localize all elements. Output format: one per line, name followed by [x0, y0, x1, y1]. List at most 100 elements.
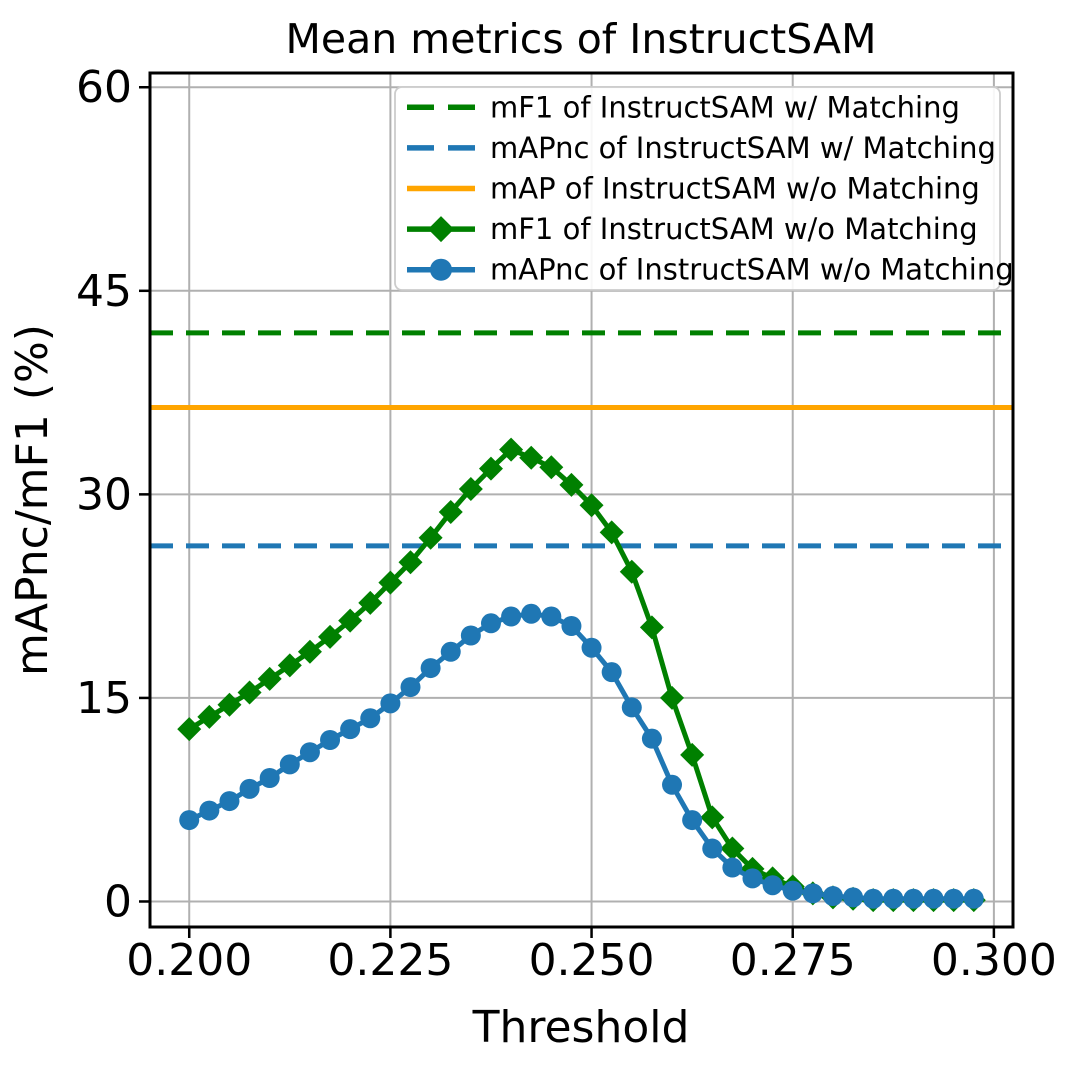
legend-circle-marker [430, 258, 452, 281]
diamond-marker [197, 704, 222, 729]
x-tick-label: 0.300 [931, 935, 1057, 986]
diamond-marker [277, 653, 302, 678]
diamond-marker [458, 476, 483, 501]
circle-marker [400, 677, 421, 698]
diamond-marker [700, 805, 725, 830]
circle-marker [239, 778, 260, 799]
series-line [187, 447, 974, 903]
diamond-marker [619, 559, 644, 584]
y-tick-label: 0 [104, 876, 132, 927]
circle-marker [320, 729, 341, 750]
diamond-marker [358, 590, 383, 615]
circle-marker [843, 887, 864, 908]
x-tick-label: 0.250 [529, 935, 655, 986]
y-axis-label: mAPnc/mF1 (%) [7, 324, 58, 676]
diamond-marker [257, 666, 282, 691]
circle-marker [501, 606, 522, 627]
diamond-marker [177, 717, 202, 742]
circle-marker [863, 888, 884, 909]
circle-marker [903, 888, 924, 909]
diamond-marker [378, 570, 403, 595]
legend-item-label: mAP of InstructSAM w/o Matching [490, 172, 980, 206]
circle-marker [279, 754, 300, 775]
circle-marker [561, 616, 582, 637]
legend-box [394, 86, 1001, 291]
diamond-marker [579, 493, 604, 518]
circle-marker [299, 742, 320, 763]
y-tick-label: 30 [76, 469, 132, 520]
circle-marker [340, 719, 361, 740]
circle-marker [762, 875, 783, 896]
circle-marker [420, 658, 441, 679]
diamond-marker [338, 608, 363, 633]
diamond-marker [418, 525, 443, 550]
circle-marker [199, 800, 220, 821]
diamond-marker [559, 472, 584, 497]
diamond-marker [499, 437, 524, 462]
diamond-marker [539, 455, 564, 480]
series-line [188, 611, 974, 902]
circle-marker [259, 767, 280, 788]
plot-area: 0.200 0.225 0.250 0.275 0.300 0 15 30 45 60 mF1 of… [76, 62, 1057, 986]
diamond-marker [237, 680, 262, 705]
plot-border [148, 71, 1015, 929]
circle-marker [742, 868, 763, 889]
circle-marker [923, 888, 944, 909]
circle-marker [782, 880, 803, 901]
diamond-marker [519, 445, 544, 470]
circle-marker [822, 886, 843, 907]
diamond-marker [398, 550, 423, 575]
diamond-marker [297, 639, 322, 664]
legend-item-label: mF1 of InstructSAM w/o Matching [490, 212, 978, 246]
circle-marker [601, 662, 622, 683]
circle-marker [380, 693, 401, 714]
x-tick-label: 0.225 [327, 935, 453, 986]
diamond-marker [639, 615, 664, 640]
diamond-marker [720, 836, 745, 861]
legend-item: mF1 of InstructSAM w/o Matching [407, 212, 978, 246]
circle-marker [521, 603, 542, 624]
circle-marker [662, 774, 683, 795]
legend-item: mAP of InstructSAM w/o Matching [407, 172, 980, 206]
legend-item-label: mAPnc of InstructSAM w/ Matching [490, 131, 996, 165]
y-tick-label: 60 [76, 62, 132, 113]
diamond-marker [318, 624, 343, 649]
circle-marker [219, 791, 240, 812]
circle-marker [581, 637, 602, 658]
circle-marker [541, 606, 562, 627]
circle-marker [360, 708, 381, 729]
x-tick-label: 0.275 [730, 935, 856, 986]
circle-marker [440, 641, 461, 662]
x-axis-label: Threshold [472, 1002, 690, 1053]
diamond-marker [599, 520, 624, 545]
legend: mF1 of InstructSAM w/ Matching mAPnc of I… [394, 86, 1014, 291]
diamond-marker [478, 456, 503, 481]
legend-item: mAPnc of InstructSAM w/ Matching [407, 131, 996, 165]
y-tick-label: 45 [76, 266, 132, 317]
legend-item-label: mAPnc of InstructSAM w/o Matching [490, 253, 1014, 287]
circle-marker [641, 728, 662, 749]
legend-diamond-marker [428, 216, 454, 243]
diamond-marker [660, 685, 685, 710]
circle-marker [943, 888, 964, 909]
x-tick-label: 0.200 [126, 935, 252, 986]
series-mapnc-of-instructsam-w-o-matching [179, 603, 984, 909]
diamond-marker [438, 500, 463, 525]
diamond-marker [217, 692, 242, 717]
circle-marker [460, 625, 481, 646]
legend-item: mF1 of InstructSAM w/ Matching [407, 90, 960, 124]
legend-item: mAPnc of InstructSAM w/o Matching [407, 253, 1014, 287]
circle-marker [480, 613, 501, 634]
circle-marker [963, 888, 984, 909]
circle-marker [883, 888, 904, 909]
circle-marker [702, 838, 723, 859]
circle-marker [179, 810, 200, 831]
ticks: 0.200 0.225 0.250 0.275 0.300 0 15 30 45 60 [76, 62, 1057, 986]
chart-title: Mean metrics of InstructSAM [286, 15, 877, 63]
series-mf1-of-instructsam-w-o-matching [177, 437, 986, 913]
diamond-marker [680, 742, 705, 767]
legend-item-label: mF1 of InstructSAM w/ Matching [490, 90, 960, 124]
y-tick-label: 15 [76, 673, 132, 724]
